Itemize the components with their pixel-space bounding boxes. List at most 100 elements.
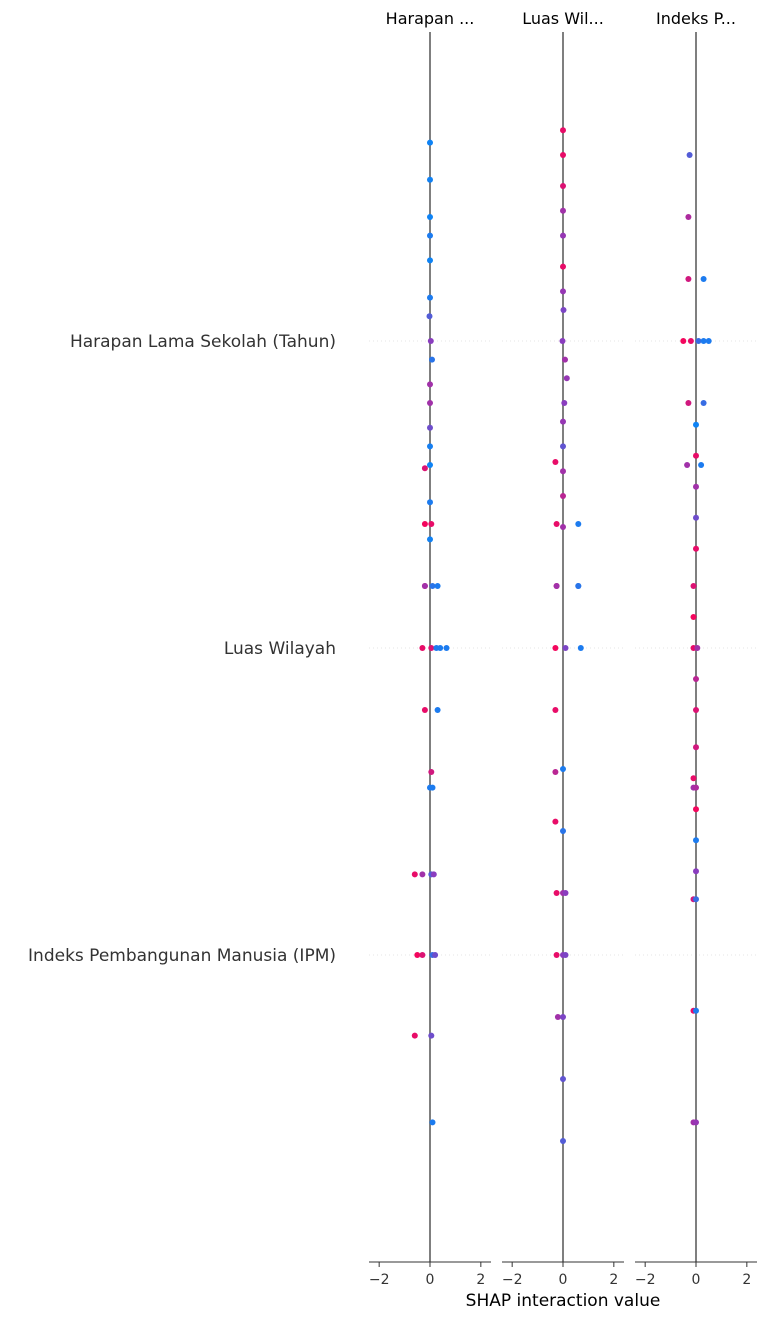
- data-point: [685, 400, 692, 406]
- data-point: [427, 338, 434, 344]
- data-point: [690, 583, 697, 589]
- data-point: [693, 744, 699, 751]
- data-point: [427, 176, 433, 183]
- data-point: [429, 356, 435, 363]
- x-tick-label: 2: [742, 1272, 751, 1288]
- data-point: [553, 521, 560, 527]
- data-point: [695, 338, 702, 344]
- panel-title: Luas Wil...: [522, 9, 604, 28]
- data-point: [427, 536, 433, 543]
- data-point: [693, 483, 699, 490]
- data-point: [575, 521, 582, 527]
- data-point: [428, 645, 435, 651]
- x-tick-label: 0: [426, 1272, 435, 1288]
- data-point: [414, 952, 421, 958]
- data-point: [560, 524, 566, 530]
- data-point: [421, 521, 428, 527]
- data-point: [560, 152, 566, 158]
- data-point: [700, 276, 707, 282]
- data-point: [419, 871, 426, 878]
- data-point: [560, 1076, 566, 1082]
- data-point: [562, 645, 569, 651]
- data-point: [553, 890, 560, 896]
- data-point: [684, 462, 691, 468]
- data-point: [560, 1014, 566, 1020]
- data-point: [575, 583, 582, 589]
- feature-label: Luas Wilayah: [224, 639, 336, 659]
- data-point: [705, 338, 712, 344]
- data-point: [428, 769, 435, 775]
- data-point: [432, 952, 439, 958]
- data-point: [560, 127, 566, 134]
- data-point: [427, 381, 433, 388]
- data-point: [552, 707, 559, 713]
- data-point: [560, 766, 566, 772]
- data-point: [553, 952, 560, 958]
- data-point: [560, 418, 566, 425]
- panel-title: Harapan ...: [386, 9, 475, 28]
- x-tick-label: 2: [609, 1272, 618, 1288]
- x-tick-label: 0: [559, 1272, 568, 1288]
- data-point: [553, 583, 560, 589]
- data-point: [419, 952, 426, 958]
- x-tick-label: 0: [692, 1272, 701, 1288]
- x-tick-label: 2: [476, 1272, 485, 1288]
- data-point: [427, 462, 433, 468]
- data-point: [427, 232, 433, 239]
- data-point: [693, 837, 699, 844]
- data-point: [427, 214, 433, 220]
- data-point: [434, 707, 441, 713]
- data-point: [685, 214, 692, 220]
- data-point: [427, 257, 433, 264]
- data-point: [693, 784, 699, 791]
- data-point: [437, 645, 444, 651]
- data-point: [560, 232, 566, 239]
- data-point: [563, 375, 570, 382]
- data-point: [427, 139, 433, 146]
- data-point: [429, 583, 436, 589]
- data-point: [421, 583, 428, 589]
- data-point: [560, 307, 567, 313]
- data-point: [560, 288, 566, 295]
- data-point: [560, 207, 566, 214]
- data-point: [577, 645, 584, 651]
- x-tick-label: −2: [635, 1272, 656, 1288]
- data-point: [560, 443, 566, 450]
- data-point: [428, 1032, 435, 1039]
- data-point: [421, 465, 428, 472]
- data-point: [693, 707, 699, 713]
- data-point: [434, 583, 441, 589]
- data-point: [680, 338, 687, 344]
- data-point: [687, 338, 694, 344]
- data-point: [552, 818, 559, 825]
- data-point: [562, 952, 569, 958]
- data-point: [562, 356, 568, 363]
- data-point: [427, 424, 433, 431]
- data-point: [419, 645, 426, 651]
- data-point: [693, 545, 699, 552]
- data-point: [421, 707, 428, 713]
- data-point: [560, 493, 566, 499]
- data-point: [560, 183, 566, 189]
- x-axis-label: SHAP interaction value: [466, 1291, 661, 1311]
- data-point: [693, 1007, 699, 1014]
- data-point: [693, 452, 699, 459]
- data-point: [685, 276, 692, 282]
- data-point: [693, 676, 699, 682]
- data-point: [693, 806, 699, 813]
- data-point: [690, 614, 697, 620]
- data-point: [411, 1032, 418, 1039]
- x-tick-label: −2: [502, 1272, 523, 1288]
- data-point: [693, 896, 699, 903]
- data-point: [554, 1014, 561, 1020]
- data-point: [429, 784, 436, 791]
- data-point: [427, 499, 433, 506]
- data-point: [427, 400, 433, 406]
- data-point: [560, 1138, 566, 1144]
- data-point: [429, 1119, 436, 1126]
- data-point: [426, 313, 433, 320]
- data-point: [562, 890, 569, 896]
- data-point: [693, 421, 699, 428]
- data-point: [560, 828, 566, 834]
